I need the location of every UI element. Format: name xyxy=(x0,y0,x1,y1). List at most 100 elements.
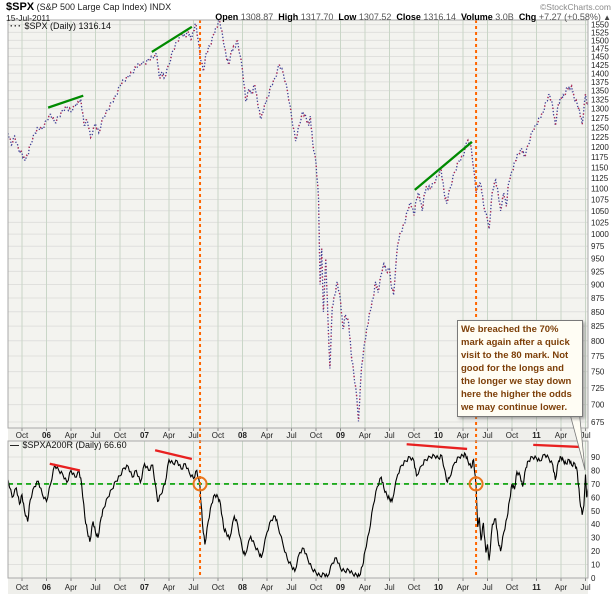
price-legend: ··· $SPX (Daily) 1316.14 xyxy=(10,21,111,31)
date-axis-label: Apr xyxy=(65,431,78,440)
date-axis-label: Oct xyxy=(16,431,29,440)
price-axis-label: 1225 xyxy=(591,133,609,142)
date-axis-label: 11 xyxy=(532,583,541,592)
red-trendline xyxy=(406,443,468,451)
date-axis-label: Apr xyxy=(359,583,372,592)
red-trendline xyxy=(49,462,81,472)
indicator-axis-label: 90 xyxy=(591,453,600,462)
price-axis-label: 800 xyxy=(591,337,605,346)
date-axis-label: Oct xyxy=(212,583,225,592)
date-axis-label: Oct xyxy=(506,583,519,592)
spx-price-line-red-dots xyxy=(7,18,589,422)
date-axis-label: 08 xyxy=(238,431,247,440)
green-trendline xyxy=(47,94,84,109)
change-up-arrow-icon: ▲ xyxy=(600,13,611,22)
date-axis-label: 09 xyxy=(336,583,345,592)
date-axis-label: Apr xyxy=(555,431,568,440)
date-axis-label: Jul xyxy=(188,431,198,440)
date-axis-label: Jul xyxy=(482,583,492,592)
price-axis-label: 925 xyxy=(591,267,605,276)
date-axis-label: Oct xyxy=(506,431,519,440)
date-axis-label: 10 xyxy=(434,583,443,592)
date-axis-label: 08 xyxy=(238,583,247,592)
date-axis-label: 06 xyxy=(42,431,51,440)
price-axis-label: 1425 xyxy=(591,61,609,70)
date-axis-label: Oct xyxy=(310,583,323,592)
indicator-axis-label: 70 xyxy=(591,480,600,489)
quote-low-value: 1307.52 xyxy=(356,12,392,22)
quote-open-value: 1308.87 xyxy=(238,12,274,22)
indicator-axis-label: 10 xyxy=(591,561,600,570)
indicator-line-style-marker: — xyxy=(10,440,20,450)
date-axis-label: Jul xyxy=(90,583,100,592)
price-axis-label: 1475 xyxy=(591,44,609,53)
price-axis-label: 1000 xyxy=(591,230,609,239)
price-axis-label: 750 xyxy=(591,368,605,377)
date-axis-label: 10 xyxy=(434,431,443,440)
quote-chg-label: Chg xyxy=(518,12,537,22)
quote-open-label: Open xyxy=(215,12,239,22)
price-axis-label: 900 xyxy=(591,280,605,289)
date-axis-label: Apr xyxy=(457,583,470,592)
price-axis-label: 1075 xyxy=(591,196,609,205)
indicator-axis-label: 20 xyxy=(591,547,600,556)
date-axis-label: Jul xyxy=(188,583,198,592)
price-axis-label: 1025 xyxy=(591,218,609,227)
chart-date: 15-Jul-2011 xyxy=(6,13,51,23)
date-axis-label: Oct xyxy=(310,431,323,440)
price-axis-label: 1525 xyxy=(591,28,609,37)
exchange-label: INDX xyxy=(149,2,172,12)
green-trendline xyxy=(414,140,473,191)
indicator-axis-label: 80 xyxy=(591,466,600,475)
date-axis-label: Jul xyxy=(482,431,492,440)
price-axis-label: 1175 xyxy=(591,153,609,162)
annotation-note: We breached the 70% mark again after a q… xyxy=(457,320,583,417)
price-axis-label: 1450 xyxy=(591,53,609,62)
indicator-legend-label: $SPXA200R (Daily) 66.60 xyxy=(22,440,127,450)
price-axis-label: 1400 xyxy=(591,69,609,78)
price-axis-label: 875 xyxy=(591,294,605,303)
price-axis-label: 1150 xyxy=(591,163,609,172)
stockcharts-credit: ©StockCharts.com xyxy=(540,2,611,12)
date-axis-label: Apr xyxy=(359,431,372,440)
ohlc-quote-line: Open 1308.87 High 1317.70 Low 1307.52 Close… xyxy=(210,12,611,22)
date-axis-label: Apr xyxy=(261,583,274,592)
date-axis-label: Jul xyxy=(580,431,590,440)
price-axis-label: 1325 xyxy=(591,96,609,105)
date-axis-label: 06 xyxy=(42,583,51,592)
quote-low-label: Low xyxy=(338,12,357,22)
quote-high-label: High xyxy=(278,12,299,22)
indicator-legend: — $SPXA200R (Daily) 66.60 xyxy=(10,440,127,450)
price-axis-label: 775 xyxy=(591,352,605,361)
price-axis-label: 725 xyxy=(591,384,605,393)
price-axis-label: 1350 xyxy=(591,87,609,96)
bottom-axis-strip xyxy=(8,578,588,594)
date-axis-label: Apr xyxy=(163,583,176,592)
green-trendline xyxy=(151,25,193,53)
indicator-axis-label: 60 xyxy=(591,493,600,502)
date-axis-label: Apr xyxy=(65,583,78,592)
quote-high-value: 1317.70 xyxy=(298,12,334,22)
quote-volume-label: Volume xyxy=(460,12,493,22)
price-axis-label: 1550 xyxy=(591,21,609,30)
index-name: (S&P 500 Large Cap Index) xyxy=(36,2,148,12)
date-axis-label: 09 xyxy=(336,431,345,440)
quote-close-value: 1316.14 xyxy=(420,12,456,22)
date-axis-label: Oct xyxy=(16,583,29,592)
price-axis-label: 1250 xyxy=(591,123,609,132)
price-axis-label: 975 xyxy=(591,242,605,251)
price-line-style-marker: ··· xyxy=(10,21,22,31)
spxa200r-line xyxy=(7,451,589,580)
breach-circle-marker xyxy=(192,476,208,492)
quote-close-label: Close xyxy=(396,12,421,22)
quote-volume-value: 3.0B xyxy=(492,12,514,22)
date-axis-label: Jul xyxy=(286,431,296,440)
date-axis-label: 07 xyxy=(140,431,149,440)
quote-chg-value: +7.27 (+0.58%) xyxy=(536,12,601,22)
price-axis-label: 850 xyxy=(591,308,605,317)
date-axis-label: 11 xyxy=(532,431,541,440)
red-trendline xyxy=(154,449,193,461)
date-axis-label: Oct xyxy=(114,583,127,592)
